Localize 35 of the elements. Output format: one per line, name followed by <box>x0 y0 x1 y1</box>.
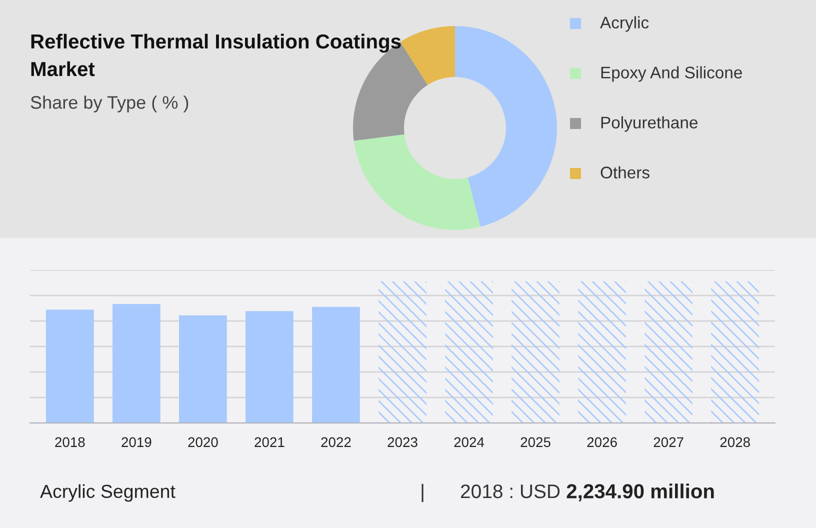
bar <box>445 281 493 423</box>
bar <box>512 281 560 423</box>
bar <box>179 315 227 423</box>
x-tick-label: 2020 <box>188 437 218 448</box>
x-tick-label: 2019 <box>122 437 152 448</box>
bar <box>312 306 360 423</box>
text: Acrylic Segment <box>40 484 176 502</box>
x-tick-label: 2023 <box>388 437 418 448</box>
x-tick-label: 2025 <box>520 437 550 448</box>
x-tick-label: 2026 <box>587 437 617 448</box>
text: | <box>422 484 424 502</box>
bar <box>46 310 94 423</box>
x-tick-label: 2018 <box>55 437 85 448</box>
x-tick-label: 2027 <box>654 437 684 448</box>
bar <box>378 281 426 423</box>
text: Share by Type ( % ) <box>30 96 188 112</box>
bar <box>578 281 626 423</box>
legend-label: Epoxy And Silicone <box>601 66 742 82</box>
text: 2,234.90 million <box>566 484 714 502</box>
legend-label: Acrylic <box>600 16 649 32</box>
x-tick-label: 2022 <box>321 437 351 448</box>
text: Reflective Thermal Insulation Coatings Market <box>31 34 401 76</box>
bar <box>711 281 760 423</box>
x-tick-label: 2024 <box>454 437 484 448</box>
x-tick-label: 2028 <box>720 437 750 448</box>
legend-label: Others <box>600 166 650 178</box>
text: 2018 : USD <box>460 484 560 498</box>
donut-slice <box>400 26 455 85</box>
donut-slice <box>354 134 480 230</box>
bar <box>644 281 693 423</box>
legend-label: Polyurethane <box>601 116 698 132</box>
bar <box>112 304 160 423</box>
x-tick-label: 2021 <box>254 437 284 448</box>
bar <box>246 311 294 423</box>
donut-slice <box>455 26 557 227</box>
